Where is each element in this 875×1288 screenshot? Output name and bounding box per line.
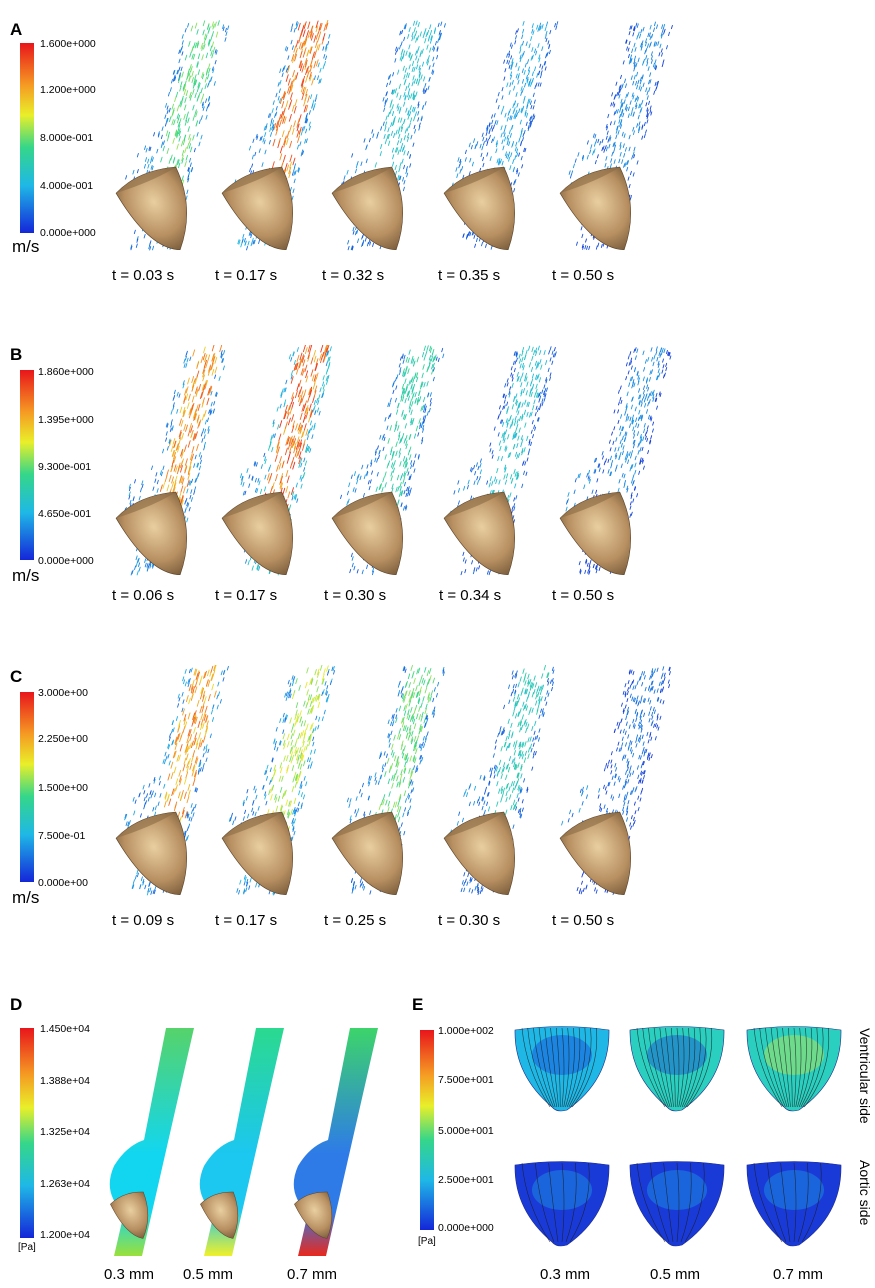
panel-d-label-1: 0.5 mm [183, 1266, 234, 1283]
panel-d-tick-2: 1.325e+04 [40, 1126, 90, 1138]
panel-c-tick-3: 7.500e-01 [38, 830, 86, 842]
panel-a-frame-2 [331, 20, 446, 251]
panel-e-label-0: 0.3 mm [540, 1266, 591, 1283]
panel-c-frame-4 [559, 666, 671, 896]
panel-a-tick-1: 1.200e+000 [40, 84, 96, 96]
panel-a-tick-2: 8.000e-001 [40, 132, 94, 144]
panel-e-tick-0: 1.000e+002 [438, 1025, 494, 1037]
panel-a-time-4: t = 0.50 s [552, 267, 615, 284]
panel-b-frame-3 [443, 345, 557, 576]
panel-c-time-3: t = 0.30 s [438, 912, 501, 929]
panel-e-label-1: 0.5 mm [650, 1266, 701, 1283]
panel-a-time-3: t = 0.35 s [438, 267, 501, 284]
panel-c-unit: m/s [12, 888, 40, 907]
panel-c-tick-1: 2.250e+00 [38, 733, 88, 745]
panel-d-label-2: 0.7 mm [287, 1266, 338, 1283]
panel-a-colorbar [20, 43, 34, 233]
panel-d-tick-1: 1.388e+04 [40, 1075, 90, 1087]
panel-d-letter: D [10, 995, 23, 1014]
panel-b-time-3: t = 0.34 s [439, 587, 502, 604]
panel-c-letter: C [10, 667, 23, 686]
panel-a-tick-3: 4.000e-001 [40, 180, 94, 192]
panel-e-side-label-ventricular: Ventricular side [857, 1028, 873, 1124]
panel-e-ventricular-2 [746, 1026, 842, 1112]
panel-a-frame-3 [443, 20, 559, 251]
panel-b-tick-2: 9.300e-001 [38, 461, 92, 473]
panel-c-tick-4: 0.000e+00 [38, 877, 88, 889]
panel-b-frame-0 [115, 345, 226, 576]
panel-b-time-2: t = 0.30 s [324, 587, 387, 604]
panel-b-tick-1: 1.395e+000 [38, 414, 94, 426]
panel-d-label-0: 0.3 mm [104, 1266, 155, 1283]
panel-c-frame-2 [331, 665, 445, 896]
panel-d-tick-4: 1.200e+04 [40, 1229, 90, 1241]
panel-b-tick-3: 4.650e-001 [38, 508, 92, 520]
panel-e-tick-2: 5.000e+001 [438, 1125, 494, 1137]
panel-a-tick-0: 1.600e+000 [40, 38, 96, 50]
panel-a-frame-4 [559, 21, 673, 251]
panel-b-unit: m/s [12, 566, 40, 585]
panel-e-aortic-0 [514, 1161, 610, 1247]
panel-d-frame-0 [109, 1028, 194, 1256]
panel-e-letter: E [412, 995, 424, 1014]
panel-b-frame-4 [559, 346, 672, 576]
panel-b-time-4: t = 0.50 s [552, 587, 615, 604]
panel-a-unit: m/s [12, 237, 40, 256]
panel-d-frame-1 [199, 1028, 284, 1256]
panel-a-time-0: t = 0.03 s [112, 267, 175, 284]
panel-a-tick-4: 0.000e+000 [40, 227, 96, 239]
panel-c-frame-3 [443, 665, 555, 896]
panel-a-frame-1 [221, 20, 331, 251]
panel-e-unit: [Pa] [418, 1236, 436, 1247]
panel-e-label-2: 0.7 mm [773, 1266, 824, 1283]
panel-c-frame-0 [115, 665, 229, 896]
panel-b-time-0: t = 0.06 s [112, 587, 175, 604]
panel-c-colorbar [20, 692, 34, 882]
panel-c-time-0: t = 0.09 s [112, 912, 175, 929]
panel-c-tick-0: 3.000e+00 [38, 687, 88, 699]
panel-d-colorbar [20, 1028, 34, 1238]
panel-c-time-1: t = 0.17 s [215, 912, 278, 929]
panel-a-letter: A [10, 20, 23, 39]
panel-d-tick-0: 1.450e+04 [40, 1023, 90, 1035]
panel-e-tick-4: 0.000e+000 [438, 1222, 494, 1234]
panel-a-time-2: t = 0.32 s [322, 267, 385, 284]
panel-e-ventricular-0 [514, 1026, 610, 1112]
panel-c-tick-2: 1.500e+00 [38, 782, 88, 794]
panel-d-tick-3: 1.263e+04 [40, 1178, 90, 1190]
panel-c-time-4: t = 0.50 s [552, 912, 615, 929]
panel-e-side-label-aortic: Aortic side [857, 1160, 873, 1226]
panel-c-frame-1 [221, 665, 336, 896]
panel-a-frame-0 [115, 20, 230, 251]
panel-e-tick-3: 2.500e+001 [438, 1174, 494, 1186]
panel-e-ventricular-1 [629, 1026, 725, 1112]
panel-c-time-2: t = 0.25 s [324, 912, 387, 929]
panel-b-tick-4: 0.000e+000 [38, 555, 94, 567]
panel-b-letter: B [10, 345, 23, 364]
panel-b-frame-1 [221, 345, 332, 576]
panel-b-frame-2 [331, 345, 445, 576]
panel-e-aortic-2 [746, 1161, 842, 1247]
panel-d-frame-2 [293, 1028, 378, 1256]
panel-d-unit: [Pa] [18, 1242, 36, 1253]
panel-b-colorbar [20, 370, 34, 560]
panel-b-time-1: t = 0.17 s [215, 587, 278, 604]
panel-e-aortic-1 [629, 1161, 725, 1247]
panel-e-colorbar [420, 1030, 434, 1230]
panel-e-tick-1: 7.500e+001 [438, 1074, 494, 1086]
panel-b-tick-0: 1.860e+000 [38, 366, 94, 378]
panel-a-time-1: t = 0.17 s [215, 267, 278, 284]
